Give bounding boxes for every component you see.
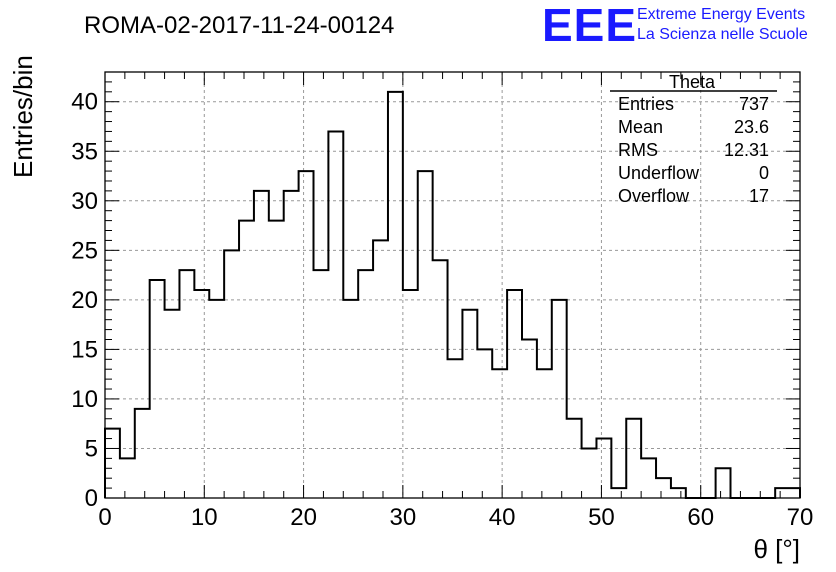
y-tick-label: 25 [71, 237, 98, 264]
y-tick-label: 35 [71, 138, 98, 165]
x-tick-label: 10 [191, 504, 218, 531]
stats-row-label: Underflow [618, 163, 700, 183]
eee-logo-line2: La Scienza nelle Scuole [637, 26, 808, 43]
eee-logo-line1: Extreme Energy Events [637, 6, 805, 23]
x-tick-label: 40 [489, 504, 516, 531]
plot-frame [104, 71, 801, 499]
x-tick-labels: 0 10 20 30 40 50 60 70 [98, 504, 813, 531]
y-axis-label: Entries/bin [8, 55, 38, 178]
stats-row-value: 23.6 [734, 117, 769, 137]
x-axis-label: θ [°] [753, 534, 800, 564]
stats-row-value: 17 [749, 186, 769, 206]
y-tick-label: 40 [71, 89, 98, 116]
y-tick-label: 20 [71, 287, 98, 314]
stats-row-value: 0 [759, 163, 769, 183]
stats-box: Theta Entries 737 Mean 23.6 RMS 12.31 Underflo… [610, 72, 777, 206]
y-tick-label: 30 [71, 188, 98, 215]
stats-row-label: Mean [618, 117, 663, 137]
y-tick-label: 10 [71, 386, 98, 413]
x-tick-label: 20 [290, 504, 317, 531]
stats-title: Theta [669, 72, 716, 92]
x-tick-label: 70 [787, 504, 814, 531]
histogram-series-line [104, 90, 801, 499]
x-tick-label: 30 [390, 504, 417, 531]
y-tick-label: 5 [85, 435, 98, 462]
stats-row-label: Overflow [618, 186, 690, 206]
y-tick-label: 15 [71, 336, 98, 363]
stats-row-value: 12.31 [724, 140, 769, 160]
stats-row-label: RMS [618, 140, 658, 160]
y-tick-label: 0 [85, 485, 98, 512]
x-tick-label: 50 [588, 504, 615, 531]
stats-row-label: Entries [618, 94, 674, 114]
eee-logo: EEE [542, 0, 637, 51]
stats-row-value: 737 [739, 94, 769, 114]
y-tick-labels: 0 5 10 15 20 25 30 35 40 [71, 89, 98, 512]
run-title: ROMA-02-2017-11-24-00124 [84, 12, 394, 39]
x-tick-label: 60 [687, 504, 714, 531]
grid-lines [105, 72, 800, 498]
axis-ticks [104, 71, 801, 499]
x-tick-label: 0 [98, 504, 111, 531]
